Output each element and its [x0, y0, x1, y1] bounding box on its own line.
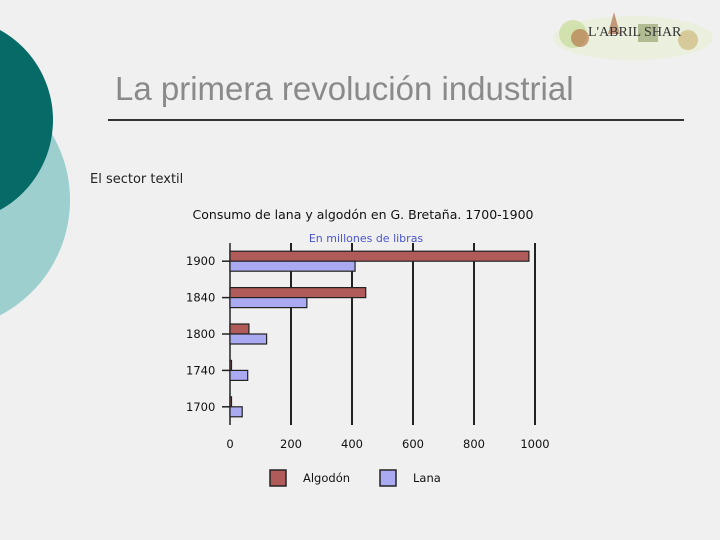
bar-algodon: [229, 323, 250, 335]
x-tick-label: 1000: [520, 437, 549, 451]
legend-swatch: [379, 469, 397, 487]
x-tick-label: 800: [463, 437, 485, 451]
y-tick-label: 1800: [186, 327, 215, 341]
bar-lana: [229, 260, 356, 272]
slide-title: La primera revolución industrial: [115, 70, 574, 107]
x-tick-label: 600: [402, 437, 424, 451]
slide-subtitle: El sector textil: [90, 172, 184, 187]
bar-lana: [229, 297, 308, 309]
title-underline: [108, 119, 684, 121]
legend-label: Algodón: [303, 471, 350, 485]
bar-algodon: [229, 359, 233, 371]
bar-algodon: [229, 287, 367, 299]
x-tick-label: 400: [341, 437, 363, 451]
bar-lana: [229, 333, 268, 345]
bar-algodon: [229, 250, 530, 262]
y-tick-label: 1740: [186, 363, 215, 377]
logo-image: L'ABRIL SHAR: [553, 12, 713, 60]
chart-title: Consumo de lana y algodón en G. Bretaña.…: [193, 207, 534, 222]
legend-label: Lana: [413, 471, 441, 485]
x-tick-label: 200: [280, 437, 302, 451]
bar-algodon: [229, 396, 233, 408]
legend-swatch: [269, 469, 287, 487]
chart-subtitle: En millones de libras: [309, 232, 424, 245]
decor-circle-dark: [0, 29, 53, 211]
bar-lana: [229, 406, 243, 418]
logo-text: L'ABRIL SHAR: [588, 25, 682, 40]
y-tick-label: 1900: [186, 254, 215, 268]
y-tick-label: 1700: [186, 400, 215, 414]
x-tick-label: 0: [226, 437, 233, 451]
bar-lana: [229, 369, 249, 381]
y-tick-label: 1840: [186, 291, 215, 305]
